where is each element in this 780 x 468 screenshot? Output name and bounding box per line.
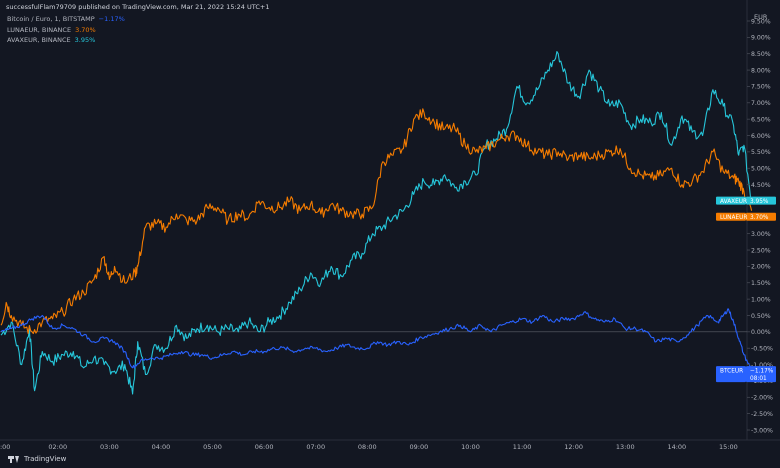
legend-change: 3.70% [75,26,96,34]
y-tick-label: 6.50% [751,116,771,123]
svg-text:08:01: 08:01 [750,376,767,382]
y-tick-label: 6.00% [751,133,771,140]
y-tick-label: -1.00% [751,362,773,369]
y-tick-label: -2.50% [751,411,773,418]
x-tick-label: 09:00 [410,443,429,451]
x-tick-label: 15:00 [719,443,738,451]
svg-text:3.70%: 3.70% [750,215,769,221]
price-tag-avaxeur: AVAXEUR 3.95% [716,196,776,205]
y-tick-label: 9.50% [751,18,771,25]
legend-label: AVAXEUR, BINANCE [7,36,71,44]
series-lines [0,51,753,395]
y-tick-label: 2.00% [751,264,771,271]
series-line-avaxeur [0,51,753,395]
x-tick-label: 05:00 [203,443,222,451]
x-tick-label: 14:00 [667,443,686,451]
y-tick-label: 8.00% [751,67,771,74]
y-tick-label: 7.00% [751,100,771,107]
x-tick-label: 13:00 [616,443,635,451]
x-tick-label: 11:00 [513,443,532,451]
x-tick-label: :00 [0,443,10,451]
y-tick-label: -3.00% [751,427,773,434]
y-tick-label: -2.00% [751,395,773,402]
x-tick-label: 10:00 [461,443,480,451]
y-tick-label: 1.50% [751,280,771,287]
y-tick-label: 5.50% [751,149,771,156]
x-tick-label: 03:00 [100,443,119,451]
series-line-btceur [0,308,753,371]
y-tick-label: -0.50% [751,346,773,353]
x-tick-label: 08:00 [358,443,377,451]
y-tick-label: 0.50% [751,313,771,320]
x-tick-label: 06:00 [255,443,274,451]
tradingview-brand[interactable]: TradingView [8,455,66,463]
y-tick-label: 1.00% [751,296,771,303]
y-tick-label: 5.00% [751,166,771,173]
y-tick-label: 8.50% [751,51,771,58]
publisher-header: successfulFlam79709 published on Trading… [6,3,270,11]
y-tick-label: 3.00% [751,231,771,238]
series-line-lunaeur [0,108,753,335]
x-axis[interactable]: :00 02:00 03:00 04:00 05:00 06:00 07:00 08:00 09… [0,443,738,451]
y-tick-label: 0.00% [751,329,771,336]
x-tick-label: 07:00 [306,443,325,451]
y-tick-label: 2.50% [751,247,771,254]
x-tick-label: 02:00 [48,443,67,451]
y-tick-label: 4.50% [751,182,771,189]
legend-label: LUNAEUR, BINANCE [7,26,72,34]
legend-item-avaxeur[interactable]: AVAXEUR, BINANCE 3.95% [7,36,95,44]
x-tick-label: 04:00 [152,443,171,451]
svg-text:3.95%: 3.95% [750,199,769,205]
legend-item-lunaeur[interactable]: LUNAEUR, BINANCE 3.70% [7,26,96,34]
price-tags: AVAXEUR 3.95% LUNAEUR 3.70% BTCEUR −1.17% 08:0… [716,196,776,383]
svg-text:LUNAEUR: LUNAEUR [720,215,747,221]
currency-label: EUR [754,13,768,21]
y-tick-label: 7.50% [751,84,771,91]
legend-change: −1.17% [98,15,125,23]
price-tag-btceur: BTCEUR −1.17% 08:01 [716,366,776,383]
legend-change: 3.95% [74,36,96,44]
svg-text:−1.17%: −1.17% [750,368,774,374]
legend-label: Bitcoin / Euro, 1, BITSTAMP [7,15,95,23]
x-tick-label: 12:00 [564,443,583,451]
svg-text:AVAXEUR: AVAXEUR [720,199,747,205]
svg-text:BTCEUR: BTCEUR [720,368,743,374]
legend-item-btceur[interactable]: Bitcoin / Euro, 1, BITSTAMP −1.17% [7,15,125,23]
tradingview-logo-icon [8,455,20,463]
y-tick-label: 9.00% [751,35,771,42]
brand-name: TradingView [24,455,67,463]
price-tag-lunaeur: LUNAEUR 3.70% [716,212,776,221]
